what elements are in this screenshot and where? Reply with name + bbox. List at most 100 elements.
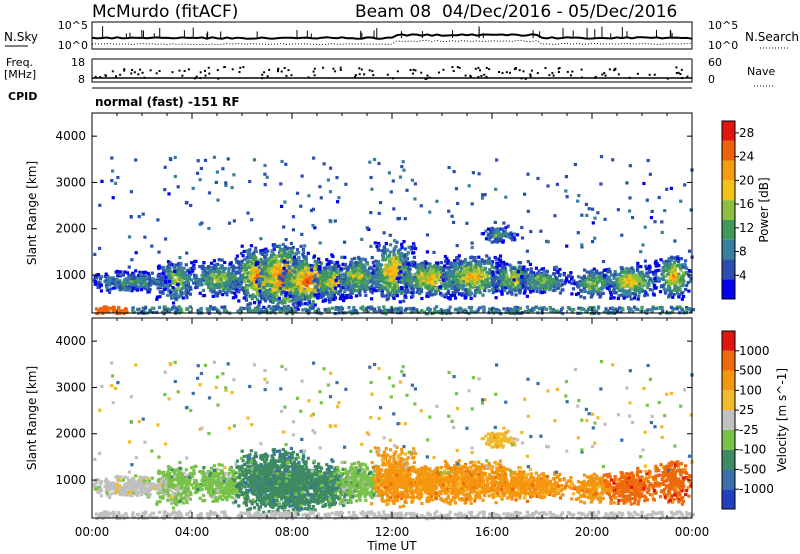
power-cell xyxy=(288,281,292,285)
power-cell xyxy=(469,284,473,288)
power-cell xyxy=(186,286,190,290)
power-cell xyxy=(447,273,451,277)
power-cell xyxy=(451,262,455,266)
power-cell xyxy=(208,273,212,277)
power-cell xyxy=(335,276,340,280)
power-cell xyxy=(406,276,410,280)
power-cell xyxy=(681,276,685,280)
power-cell xyxy=(398,290,403,294)
power-cell xyxy=(487,238,491,242)
power-cell xyxy=(674,285,678,289)
power-cell xyxy=(238,276,242,280)
power-cell xyxy=(282,260,287,264)
power-cell xyxy=(464,277,468,281)
power-cell xyxy=(626,280,630,284)
power-cell xyxy=(631,291,635,296)
power-cell xyxy=(419,283,423,288)
power-cell xyxy=(553,288,557,292)
power-cell xyxy=(600,287,604,291)
power-cell xyxy=(343,277,347,281)
power-cell xyxy=(464,261,468,265)
power-cell xyxy=(662,274,666,278)
power-cell xyxy=(141,270,145,274)
power-cell xyxy=(454,275,458,279)
power-cell xyxy=(367,286,371,290)
power-cell xyxy=(596,292,600,296)
power-cell xyxy=(576,275,581,279)
power-cell xyxy=(323,284,327,288)
power-cell xyxy=(444,259,448,263)
power-cell xyxy=(423,262,427,266)
power-cell xyxy=(675,279,679,283)
power-cell xyxy=(178,261,182,265)
power-cell xyxy=(279,282,283,286)
power-cell xyxy=(300,286,304,290)
power-cell xyxy=(405,283,409,287)
power-cell xyxy=(287,292,292,296)
power-cell xyxy=(276,287,280,291)
power-cell xyxy=(180,286,184,290)
power-cell xyxy=(635,268,639,272)
freq-mark xyxy=(524,77,527,80)
noise-panel: N.Sky N.Search 10^5 10^0 10^5 10^0 xyxy=(4,19,799,52)
power-cell xyxy=(103,275,108,279)
power-cell xyxy=(358,258,363,262)
power-cell xyxy=(597,288,601,292)
power-cell xyxy=(172,288,176,292)
power-cell xyxy=(587,286,591,290)
power-cell xyxy=(346,293,350,298)
power-cell xyxy=(529,275,533,280)
power-cell xyxy=(367,277,371,281)
power-cell xyxy=(469,291,473,296)
power-cell xyxy=(684,266,688,270)
power-cell xyxy=(320,284,324,288)
power-cell xyxy=(393,282,397,287)
freq-panel: Freq. [MHz] Nave 18 8 60 0 xyxy=(4,56,775,87)
power-cell xyxy=(608,270,612,274)
power-cell xyxy=(654,264,658,268)
power-cell xyxy=(597,275,601,279)
power-cell xyxy=(490,235,494,239)
power-cell xyxy=(481,266,485,270)
power-cell xyxy=(652,293,656,297)
power-cell xyxy=(395,294,399,298)
freq-mark xyxy=(529,75,532,78)
power-cell xyxy=(276,264,280,268)
power-cell xyxy=(172,264,176,269)
power-cell xyxy=(483,266,488,270)
power-cell xyxy=(413,261,417,265)
power-cell xyxy=(495,268,499,272)
power-cell xyxy=(278,273,282,277)
freq-mark xyxy=(653,73,656,76)
power-cell xyxy=(476,290,480,294)
power-cell xyxy=(171,301,176,305)
power-cell xyxy=(290,259,294,264)
power-cell xyxy=(387,275,391,279)
power-cell xyxy=(266,279,270,283)
power-cell xyxy=(518,261,523,265)
power-cell xyxy=(558,267,562,271)
power-cell xyxy=(275,269,279,273)
power-cell xyxy=(424,285,428,289)
power-cell xyxy=(475,285,479,290)
power-cell xyxy=(296,295,300,299)
power-cell xyxy=(525,275,529,279)
power-cell xyxy=(270,274,274,278)
power-cell xyxy=(402,278,406,283)
power-cell xyxy=(503,270,507,274)
power-cell xyxy=(466,277,470,281)
power-cell xyxy=(443,286,447,290)
power-cell xyxy=(528,278,532,282)
power-cell xyxy=(210,287,214,291)
power-cell xyxy=(419,289,423,294)
power-cell xyxy=(594,283,598,287)
power-cell xyxy=(616,296,620,301)
power-cell xyxy=(384,266,388,270)
power-cell xyxy=(178,272,182,276)
power-cell xyxy=(216,268,220,272)
power-cell xyxy=(214,276,218,280)
power-cell xyxy=(224,286,228,291)
power-cell xyxy=(673,256,677,260)
power-cell xyxy=(262,285,266,289)
power-cell xyxy=(467,288,472,292)
